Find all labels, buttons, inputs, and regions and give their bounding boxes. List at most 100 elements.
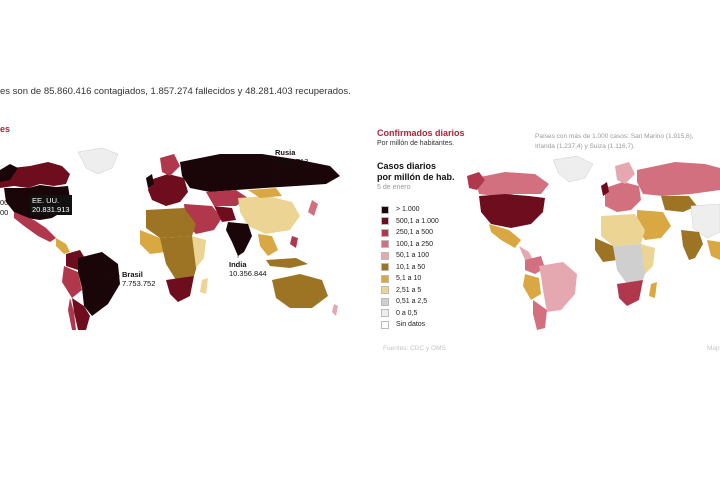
north-africa-shape [146,208,196,238]
left-map-title: es [0,124,11,134]
greenland-shape [77,147,119,175]
legend-label: 2,51 a 5 [396,286,422,294]
legend-row: 0 a 0,5 [381,308,439,320]
usa-label: EE. UU. [32,196,60,205]
central-america-shape [519,246,533,260]
india-shape [681,230,703,260]
legend-title-line-1: Casos diarios [377,161,437,171]
daily-confirmed-title: Confirmados diarios [377,128,465,138]
europe-shape [148,174,188,206]
argentina-shape [533,300,547,330]
brazil-shape [539,262,577,312]
legend-row: 2,51 a 5 [381,285,439,297]
daily-cases-world-map [467,155,720,330]
legend-title-line-2: por millón de hab. [377,172,455,182]
russia-shape [637,162,720,196]
europe-shape [605,182,641,212]
canada-shape [475,172,549,196]
legend-label: Sin datos [396,321,426,329]
central-america-shape [56,238,70,254]
legend-label: 0,51 a 2,5 [396,298,428,306]
peru-shape [62,266,82,298]
russia-shape [180,154,340,192]
mexico-shape [489,224,521,248]
china-shape [238,196,300,234]
philippines-shape [290,236,298,248]
madagascar-shape [649,282,657,298]
indonesia-shape [266,258,308,268]
legend-row: 0,51 a 2,5 [381,296,439,308]
legend-title: Casos diarios por millón de hab. [377,161,455,183]
new-zealand-shape [332,304,338,316]
mongolia-shape [248,188,282,198]
south-africa-shape [166,276,194,302]
scandinavia-shape [160,154,180,176]
credit-text: Map [707,345,720,352]
southeast-asia-shape [707,240,720,260]
legend-row: 10,1 a 50 [381,262,439,274]
alaska-shape [0,164,18,182]
japan-shape [308,200,318,216]
legend-swatch [381,309,389,318]
daily-confirmed-subtitle: Por millón de habitantes. [377,140,455,147]
brazil-value: 7.753.752 [122,279,156,288]
legend-swatch [381,263,389,272]
greenland-shape [552,155,594,183]
legend-label: > 1.000 [396,206,420,214]
high-cases-note: Países con más de 1.000 casos: San Marin… [535,133,694,150]
legend-swatch [381,240,389,249]
east-africa-shape [192,236,206,268]
chile-shape [68,298,76,330]
legend-row: 100,1 a 250 [381,239,439,251]
east-africa-shape [641,244,655,274]
kazakhstan-shape [206,190,248,206]
kazakhstan-shape [661,196,697,212]
legend-label: 0 a 0,5 [396,309,418,317]
legend-row: > 1.000 [381,204,439,216]
middle-east-shape [637,210,671,240]
scandinavia-shape [615,162,635,184]
china-shape [690,203,720,239]
russia-callout: Rusia 3.250.713 [275,148,308,166]
edge-fragment-2: 00 [0,208,9,217]
brazil-shape [78,252,120,316]
usa-callout: EE. UU. 20.831.913 [30,195,72,215]
legend-swatch [381,297,389,306]
legend-swatch [381,205,389,214]
india-shape [226,222,252,256]
legend-row: 50,1 a 100 [381,250,439,262]
india-callout: India 10.356.844 [229,260,267,278]
brazil-callout: Brasil 7.753.752 [122,270,155,288]
central-africa-shape [160,236,200,280]
argentina-shape [72,298,90,330]
legend-row: 250,1 a 500 [381,227,439,239]
legend-row: 500,1 a 1.000 [381,216,439,228]
india-label: India [229,260,247,269]
north-africa-shape [601,214,645,246]
usa-shape [479,194,545,228]
brazil-label: Brasil [122,270,143,279]
russia-value: 3.250.713 [275,157,309,166]
legend-swatch [381,286,389,295]
legend-label: 5,1 a 10 [396,275,422,283]
alaska-shape [467,172,485,190]
madagascar-shape [200,278,208,294]
usa-value: 20.831.913 [32,205,70,214]
west-africa-shape [140,230,166,254]
iran-shape [214,206,236,222]
south-africa-shape [617,280,643,306]
central-africa-shape [613,244,649,284]
legend-label: 10,1 a 50 [396,263,426,271]
legend-row: 5,1 a 10 [381,273,439,285]
edge-fragment-1: 000 [0,198,13,207]
sources-text: Fuentes: CDC y OMS [383,345,446,352]
peru-shape [523,274,541,300]
cumulative-cases-world-map [0,147,340,330]
legend-label: 250,1 a 500 [396,229,433,237]
uk-shape [146,174,154,188]
legend: > 1.000 500,1 a 1.000 250,1 a 500 100,1 a 2… [381,204,439,331]
russia-label: Rusia [275,148,296,157]
southeast-asia-shape [258,234,278,256]
legend-swatch [381,217,389,226]
legend-label: 50,1 a 100 [396,252,430,260]
